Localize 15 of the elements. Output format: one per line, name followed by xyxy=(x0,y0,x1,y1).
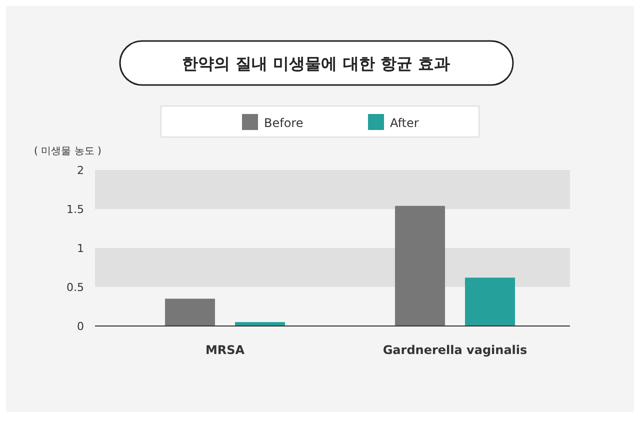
y-tick-label: 0 xyxy=(77,320,84,333)
legend-label: After xyxy=(390,116,419,130)
bar xyxy=(165,298,215,326)
y-tick-label: 0.5 xyxy=(66,281,84,294)
x-tick-label: MRSA xyxy=(205,343,246,357)
legend-label: Before xyxy=(264,116,304,130)
bar xyxy=(395,206,445,326)
y-tick-label: 1.5 xyxy=(66,203,84,216)
y-axis-title: ( 미생물 농도 ) xyxy=(34,146,102,157)
x-tick-label: Gardnerella vaginalis xyxy=(382,343,528,357)
chart-title: 한약의 질내 미생물에 대한 항균 효과 xyxy=(182,54,450,73)
bar xyxy=(235,322,285,326)
bar xyxy=(465,278,515,326)
y-tick-label: 1 xyxy=(77,242,84,255)
y-tick-label: 2 xyxy=(77,164,84,177)
